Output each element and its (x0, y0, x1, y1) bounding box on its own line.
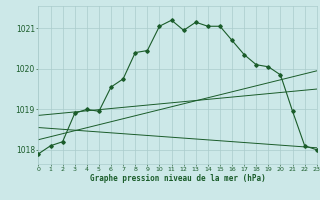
X-axis label: Graphe pression niveau de la mer (hPa): Graphe pression niveau de la mer (hPa) (90, 174, 266, 183)
